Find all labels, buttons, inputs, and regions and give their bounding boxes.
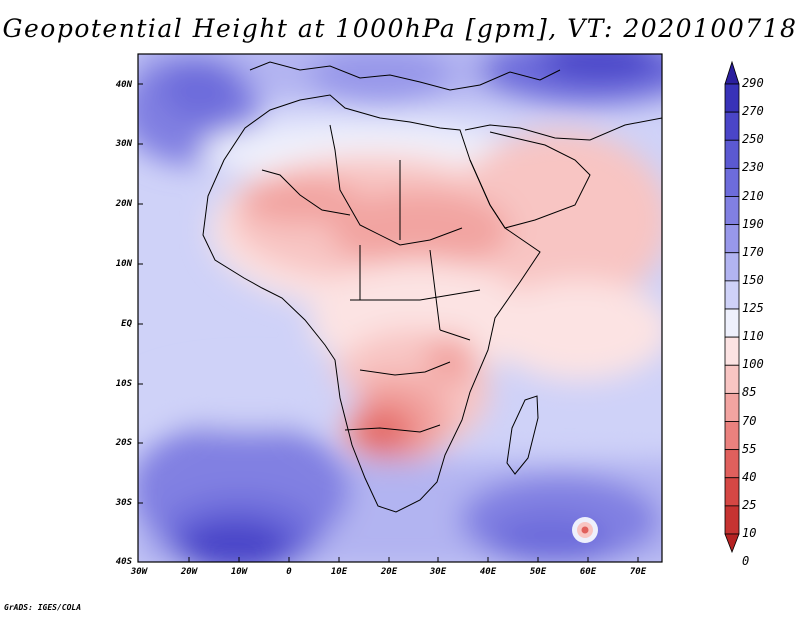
colorbar-swatch bbox=[724, 83, 740, 113]
lat-label-10n: 10N bbox=[115, 259, 132, 269]
colorbar-label: 170 bbox=[742, 244, 764, 259]
colorbar-label: 55 bbox=[742, 441, 757, 456]
colorbar-swatch bbox=[724, 421, 740, 451]
colorbar-swatch bbox=[724, 505, 740, 535]
colorbar-swatch bbox=[724, 449, 740, 479]
colorbar-swatch bbox=[724, 224, 740, 254]
colorbar-label: 70 bbox=[742, 413, 757, 428]
colorbar-label: 110 bbox=[742, 329, 764, 344]
lat-label-30s: 30S bbox=[115, 498, 132, 508]
lat-label-20s: 20S bbox=[115, 438, 132, 448]
lon-label-30e: 30E bbox=[429, 567, 447, 577]
colorbar-label: 40 bbox=[742, 469, 757, 484]
geopotential-shading bbox=[138, 54, 662, 562]
lon-label-40e: 40E bbox=[479, 567, 497, 577]
colorbar-label: 290 bbox=[742, 76, 764, 90]
colorbar bbox=[724, 60, 740, 554]
colorbar-label: 0 bbox=[742, 554, 750, 569]
colorbar-swatch bbox=[724, 111, 740, 141]
colorbar-label: 190 bbox=[742, 216, 764, 231]
colorbar-swatch bbox=[724, 196, 740, 226]
colorbar-label: 85 bbox=[742, 385, 757, 400]
lon-label-50e: 50E bbox=[529, 567, 547, 577]
lon-label-70e: 70E bbox=[629, 567, 647, 577]
map-frame bbox=[137, 53, 663, 563]
colorbar-label: 10 bbox=[742, 526, 757, 540]
lon-label-10w: 10W bbox=[230, 567, 248, 577]
lat-label-eq: EQ bbox=[121, 319, 132, 329]
colorbar-label: 250 bbox=[742, 132, 764, 147]
lat-label-10s: 10S bbox=[115, 379, 132, 389]
colorbar-swatch bbox=[724, 364, 740, 394]
lat-label-30n: 30N bbox=[115, 139, 132, 149]
lon-label-10e: 10E bbox=[330, 567, 348, 577]
credit-text: GrADS: IGES/COLA bbox=[4, 603, 82, 612]
colorbar-label: 270 bbox=[742, 104, 764, 119]
colorbar-top-arrow bbox=[724, 60, 740, 85]
colorbar-label: 125 bbox=[742, 301, 764, 315]
lat-label-20n: 20N bbox=[115, 199, 132, 209]
colorbar-swatch bbox=[724, 280, 740, 310]
lat-label-40s: 40S bbox=[115, 557, 132, 567]
colorbar-bottom-arrow bbox=[724, 533, 740, 554]
colorbar-label: 230 bbox=[742, 160, 764, 175]
lon-label-20e: 20E bbox=[380, 567, 398, 577]
coastlines bbox=[202, 61, 662, 513]
colorbar-label: 150 bbox=[742, 272, 764, 287]
colorbar-swatch bbox=[724, 252, 740, 282]
colorbar-swatch bbox=[724, 392, 740, 422]
lon-label-0: 0 bbox=[286, 567, 292, 577]
colorbar-swatch bbox=[724, 308, 740, 338]
colorbar-swatch bbox=[724, 167, 740, 197]
colorbar-label: 100 bbox=[742, 357, 764, 372]
lon-label-60e: 60E bbox=[579, 567, 597, 577]
lon-label-30w: 30W bbox=[130, 567, 148, 577]
colorbar-swatch bbox=[724, 477, 740, 507]
lat-ticks bbox=[138, 83, 143, 504]
lon-label-20w: 20W bbox=[180, 567, 198, 577]
map-title: Geopotential Height at 1000hPa [gpm], VT… bbox=[2, 14, 798, 43]
colorbar-swatch bbox=[724, 336, 740, 366]
colorbar-swatch bbox=[724, 139, 740, 169]
colorbar-label: 210 bbox=[742, 188, 764, 203]
colorbar-label: 25 bbox=[742, 497, 757, 512]
lat-label-40n: 40N bbox=[115, 80, 132, 90]
lon-ticks bbox=[188, 557, 639, 562]
